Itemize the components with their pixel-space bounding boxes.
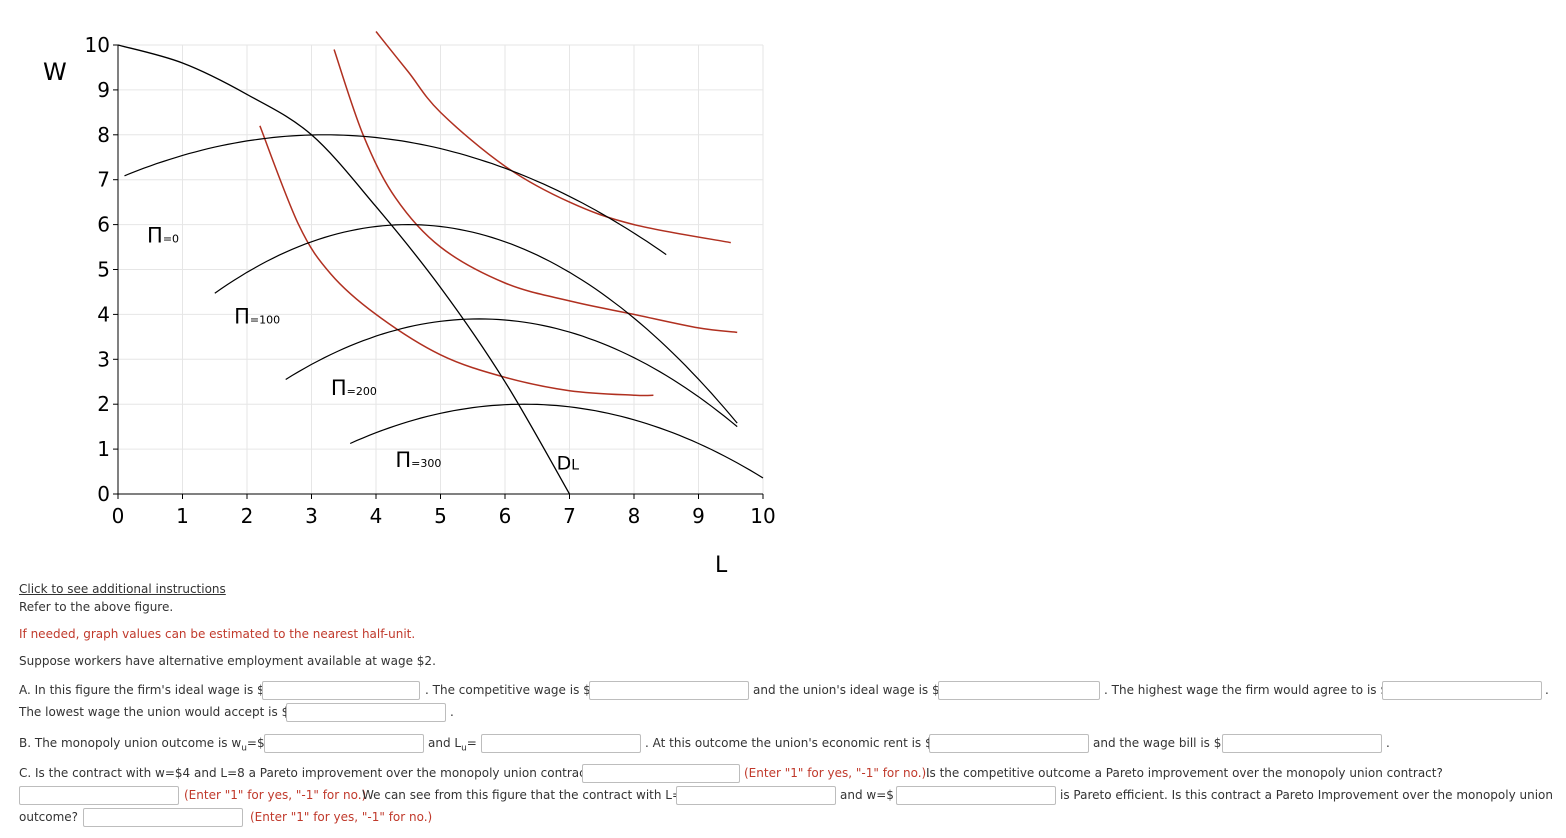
- firm-ideal-wage-input[interactable]: [262, 681, 420, 700]
- qa-competitive-label: . The competitive wage is $: [425, 683, 591, 697]
- labor-demand-curve: [117, 44, 571, 495]
- economic-rent-input[interactable]: [929, 734, 1089, 753]
- x-tick-label: 2: [241, 504, 254, 528]
- y-tick-label: 9: [97, 78, 110, 102]
- demand-label-main: D: [557, 452, 572, 474]
- efficient-labor-input[interactable]: [676, 786, 836, 805]
- qc-competitive-question: Is the competitive outcome a Pareto impr…: [926, 766, 1443, 780]
- monopoly-labor-input[interactable]: [481, 734, 641, 753]
- qb-rent-label: . At this outcome the union's economic r…: [645, 736, 933, 750]
- qc-outcome-label: outcome?: [19, 810, 79, 824]
- demand-curve-line: [117, 44, 571, 495]
- qc-efficient-question: is Pareto efficient. Is this contract a …: [1060, 788, 1554, 802]
- isoprofit-label-3: Π=200: [331, 376, 377, 400]
- wage-bill-input[interactable]: [1222, 734, 1382, 753]
- qb-wage-bill-label: and the wage bill is $: [1093, 736, 1222, 750]
- qc-efficient-l-label: We can see from this figure that the con…: [362, 788, 683, 802]
- qc-hint-3: (Enter "1" for yes, "-1" for no.): [250, 810, 433, 824]
- isoprofit-label-symbol: Π: [395, 448, 411, 472]
- qa-period-1: .: [1545, 683, 1549, 697]
- x-tick-label: 4: [370, 504, 383, 528]
- x-tick-label: 7: [563, 504, 576, 528]
- y-tick-label: 0: [97, 482, 110, 506]
- y-tick-label: 3: [97, 347, 110, 371]
- refer-text: Refer to the above figure.: [19, 600, 174, 614]
- y-tick-label: 7: [97, 168, 110, 192]
- indifference-curve-2: [333, 49, 738, 334]
- chart-grid: [118, 44, 764, 494]
- y-tick-label: 4: [97, 302, 110, 326]
- qa-union-ideal-label: and the union's ideal wage is $: [753, 683, 940, 697]
- tick-labels: 0 1 2 3 4 5 6 7 8 9 10 0 1 2 3 4 5 6 7 8 9 10: [85, 33, 776, 528]
- isoprofit-label-symbol: Π: [234, 304, 250, 328]
- x-tick-label: 9: [692, 504, 705, 528]
- indifference-curve-3: [375, 31, 731, 244]
- x-tick-label: 3: [305, 504, 318, 528]
- qc-efficient-w-label: and w=$: [840, 788, 894, 802]
- qc-hint-2: (Enter "1" for yes, "-1" for no.): [184, 788, 367, 802]
- isoprofit-curve-2: [214, 223, 738, 424]
- x-tick-label: 1: [176, 504, 189, 528]
- y-tick-label: 1: [97, 437, 110, 461]
- qc-hint-1: (Enter "1" for yes, "-1" for no.).: [744, 766, 931, 780]
- competitive-wage-input[interactable]: [589, 681, 749, 700]
- chart-axes: [113, 44, 764, 499]
- isoprofit-label-value: =200: [347, 385, 377, 398]
- qb-monopoly-labor-label: and Lu=: [428, 736, 477, 754]
- isoprofit-label-4: Π=300: [395, 448, 441, 472]
- y-tick-label: 2: [97, 392, 110, 416]
- x-tick-label: 0: [112, 504, 125, 528]
- indifference-curve-1: [259, 125, 654, 397]
- efficient-wage-input[interactable]: [896, 786, 1056, 805]
- qa-firm-ideal-label: A. In this figure the firm's ideal wage …: [19, 683, 265, 697]
- qa-firm-highest-label: . The highest wage the firm would agree …: [1104, 683, 1388, 697]
- y-tick-label: 5: [97, 258, 110, 282]
- x-tick-label: 5: [434, 504, 447, 528]
- isoprofit-label-symbol: Π: [331, 376, 347, 400]
- isoprofit-label-symbol: Π: [147, 224, 163, 248]
- y-axis-label: W: [43, 58, 67, 86]
- isoprofit-label-value: =100: [250, 313, 280, 326]
- pareto-competitive-input[interactable]: [19, 786, 179, 805]
- firm-highest-wage-input[interactable]: [1382, 681, 1542, 700]
- qa-union-lowest-label: The lowest wage the union would accept i…: [19, 705, 290, 719]
- additional-instructions-link[interactable]: Click to see additional instructions: [19, 582, 226, 596]
- monopoly-wage-input[interactable]: [264, 734, 424, 753]
- demand-label-sub: L: [571, 457, 579, 473]
- x-axis-label: L: [715, 553, 728, 578]
- isoprofit-curves: [124, 134, 764, 479]
- union-lowest-wage-input[interactable]: [286, 703, 446, 722]
- isoprofit-curve-4: [349, 403, 764, 479]
- qb-period: .: [1386, 736, 1390, 750]
- isoprofit-label-1: Π=0: [147, 224, 179, 248]
- isoprofit-label-2: Π=100: [234, 304, 280, 328]
- x-tick-label: 8: [628, 504, 641, 528]
- union-ideal-wage-input[interactable]: [938, 681, 1100, 700]
- x-tick-label: 6: [499, 504, 512, 528]
- pareto-efficient-improvement-input[interactable]: [83, 808, 243, 827]
- y-tick-label: 6: [97, 213, 110, 237]
- isoprofit-curve-1: [124, 134, 667, 256]
- demand-curve-label: DL: [557, 452, 580, 474]
- y-tick-label: 10: [85, 33, 110, 57]
- qc-contract-question: C. Is the contract with w=$4 and L=8 a P…: [19, 766, 597, 780]
- premise-text: Suppose workers have alternative employm…: [19, 654, 436, 668]
- estimation-note: If needed, graph values can be estimated…: [19, 627, 416, 641]
- isoprofit-label-value: =300: [411, 457, 441, 470]
- qa-period-2: .: [450, 705, 454, 719]
- isoprofit-curve-3: [285, 318, 738, 428]
- union-indifference-curves: [259, 31, 738, 397]
- x-tick-label: 10: [750, 504, 775, 528]
- y-tick-label: 8: [97, 123, 110, 147]
- qb-monopoly-wage-label: B. The monopoly union outcome is wu=$: [19, 736, 265, 754]
- pareto-contract-input[interactable]: [582, 764, 740, 783]
- isoprofit-label-value: =0: [163, 233, 179, 246]
